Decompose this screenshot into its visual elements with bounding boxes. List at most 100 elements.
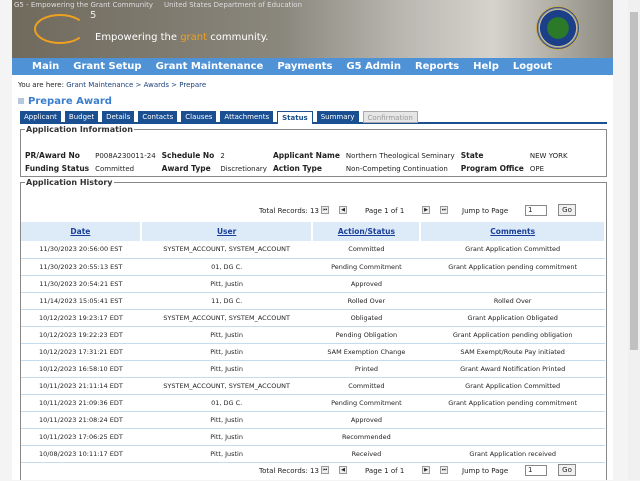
info-row: PR/Award No P008A230011-24 Schedule No 2 App… xyxy=(25,149,574,162)
cell-date: 11/14/2023 15:05:41 EST xyxy=(21,292,141,310)
cell-user: SYSTEM_ACCOUNT, SYSTEM_ACCOUNT xyxy=(140,241,313,259)
cell-action: Rolled Over xyxy=(312,292,421,310)
nav-grant-setup[interactable]: Grant Setup xyxy=(73,61,142,72)
table-row: 10/11/2023 17:06:25 EDT Pitt, Justin Recom… xyxy=(21,428,605,446)
cell-date: 10/12/2023 16:58:10 EDT xyxy=(21,360,141,378)
info-label: PR/Award No xyxy=(25,151,80,160)
cell-action: SAM Exemption Change xyxy=(312,343,421,361)
cell-user: Pitt, Justin xyxy=(140,445,313,463)
nav-logout[interactable]: Logout xyxy=(512,61,553,72)
info-label: Action Type xyxy=(272,164,323,173)
tab-confirmation: Confirmation xyxy=(362,111,418,123)
last-page-button[interactable]: ⏭ xyxy=(440,206,448,214)
info-value: OPE xyxy=(529,164,545,173)
nav-reports[interactable]: Reports xyxy=(414,61,460,72)
cell-action: Received xyxy=(312,445,421,463)
g5-logo-sup: 5 xyxy=(90,10,97,21)
nav-help[interactable]: Help xyxy=(473,61,499,72)
next-page-button[interactable]: ▶ xyxy=(422,206,430,214)
jump-page-input[interactable]: 1 xyxy=(525,205,547,216)
cell-user: Pitt, Justin xyxy=(140,411,313,429)
info-value: Non-Competing Continuation xyxy=(345,164,448,173)
cell-action: Obligated xyxy=(312,309,421,327)
info-label: Award Type xyxy=(161,164,211,173)
table-row: 10/11/2023 21:11:14 EDT SYSTEM_ACCOUNT, S… xyxy=(21,377,605,395)
next-page-button[interactable]: ▶ xyxy=(422,466,430,474)
cell-user: Pitt, Justin xyxy=(140,275,313,293)
application-information: Application Information PR/Award No P008A… xyxy=(20,125,607,177)
breadcrumb-path[interactable]: Grant Maintenance > Awards > Prepare xyxy=(66,81,207,89)
tab-budget[interactable]: Budget xyxy=(64,111,99,123)
ed-logo-alt: United States Department of Education xyxy=(164,1,303,9)
table-row: 11/30/2023 20:54:21 EST Pitt, Justin Appro… xyxy=(21,275,605,293)
table-row: 10/12/2023 17:31:21 EDT Pitt, Justin SAM E… xyxy=(21,343,605,361)
info-label: Funding Status xyxy=(25,164,90,173)
tab-details[interactable]: Details xyxy=(102,111,135,123)
cell-action: Printed xyxy=(312,360,421,378)
cell-user: Pitt, Justin xyxy=(140,343,313,361)
nav-payments[interactable]: Payments xyxy=(277,61,333,72)
nav-g5-admin[interactable]: G5 Admin xyxy=(346,61,401,72)
page-icon xyxy=(18,98,24,104)
info-value: NEW YORK xyxy=(529,151,568,160)
prev-page-button[interactable]: ◀ xyxy=(339,466,347,474)
column-header-user[interactable]: User xyxy=(140,222,314,241)
go-button[interactable]: Go xyxy=(558,464,576,476)
prev-page-button[interactable]: ◀ xyxy=(339,206,347,214)
scrollbar-thumb[interactable] xyxy=(630,12,638,350)
tagline: Empowering the grant community. xyxy=(95,32,269,43)
scrollbar[interactable] xyxy=(628,0,640,480)
cell-comments: Grant Application Obligated xyxy=(420,309,605,327)
cell-comments xyxy=(420,411,605,429)
tab-status[interactable]: Status xyxy=(277,111,313,124)
section-legend: Application Information xyxy=(26,125,133,134)
cell-date: 11/30/2023 20:56:00 EST xyxy=(21,241,141,259)
info-label: Schedule No xyxy=(161,151,215,160)
column-header-date[interactable]: Date xyxy=(21,222,142,241)
tab-applicant[interactable]: Applicant xyxy=(20,111,61,123)
column-header-comments[interactable]: Comments xyxy=(420,222,606,241)
table-row: 11/14/2023 15:05:41 EST 11, DG C. Rolled O… xyxy=(21,292,605,310)
table-row: 10/12/2023 19:23:17 EDT SYSTEM_ACCOUNT, S… xyxy=(21,309,605,327)
total-records: Total Records: 13 xyxy=(259,207,319,215)
info-value: Discretionary xyxy=(220,164,267,173)
cell-action: Committed xyxy=(312,377,421,395)
info-row: Funding Status Committed Award Type Discret… xyxy=(25,162,574,175)
info-value: 2 xyxy=(220,151,225,160)
tab-clauses[interactable]: Clauses xyxy=(181,111,217,123)
cell-action: Pending Commitment xyxy=(312,394,421,412)
cell-comments: Rolled Over xyxy=(420,292,605,310)
cell-date: 10/11/2023 17:06:25 EDT xyxy=(21,428,141,446)
application-history: Application History Total Records: 13 ⏮ ◀ P… xyxy=(20,178,607,480)
nav-main[interactable]: Main xyxy=(32,61,60,72)
first-page-button[interactable]: ⏮ xyxy=(321,466,329,474)
department-seal-icon xyxy=(536,6,580,50)
tab-contacts[interactable]: Contacts xyxy=(138,111,178,123)
cell-user: 11, DG C. xyxy=(140,292,313,310)
cell-comments: Grant Application Committed xyxy=(420,377,605,395)
breadcrumb: You are here: Grant Maintenance > Awards… xyxy=(18,81,207,89)
tab-summary[interactable]: Summary xyxy=(316,111,359,123)
nav-grant-maintenance[interactable]: Grant Maintenance xyxy=(155,61,264,72)
cell-action: Pending Commitment xyxy=(312,258,421,276)
go-button[interactable]: Go xyxy=(558,204,576,216)
page: G5 - Empowering the Grant Community Unit… xyxy=(12,0,613,480)
cell-comments: Grant Application pending commitment xyxy=(420,258,605,276)
table-row: 10/11/2023 21:08:24 EDT Pitt, Justin Appro… xyxy=(21,411,605,429)
cell-comments: Grant Application Committed xyxy=(420,241,605,259)
info-label: Applicant Name xyxy=(272,151,340,160)
cell-comments: Grant Application pending commitment xyxy=(420,394,605,412)
column-header-action-status[interactable]: Action/Status xyxy=(312,222,422,241)
cell-user: Pitt, Justin xyxy=(140,360,313,378)
table-row: 10/12/2023 19:22:23 EDT Pitt, Justin Pendi… xyxy=(21,326,605,344)
last-page-button[interactable]: ⏭ xyxy=(440,466,448,474)
cell-action: Approved xyxy=(312,275,421,293)
tab-attachments[interactable]: Attachments xyxy=(220,111,274,123)
cell-date: 10/08/2023 10:11:17 EDT xyxy=(21,445,141,463)
info-value: Northern Theological Seminary xyxy=(345,151,455,160)
cell-action: Committed xyxy=(312,241,421,259)
jump-page-input[interactable]: 1 xyxy=(525,465,547,476)
cell-action: Recommended xyxy=(312,428,421,446)
first-page-button[interactable]: ⏮ xyxy=(321,206,329,214)
cell-comments: Grant Award Notification Printed xyxy=(420,360,605,378)
